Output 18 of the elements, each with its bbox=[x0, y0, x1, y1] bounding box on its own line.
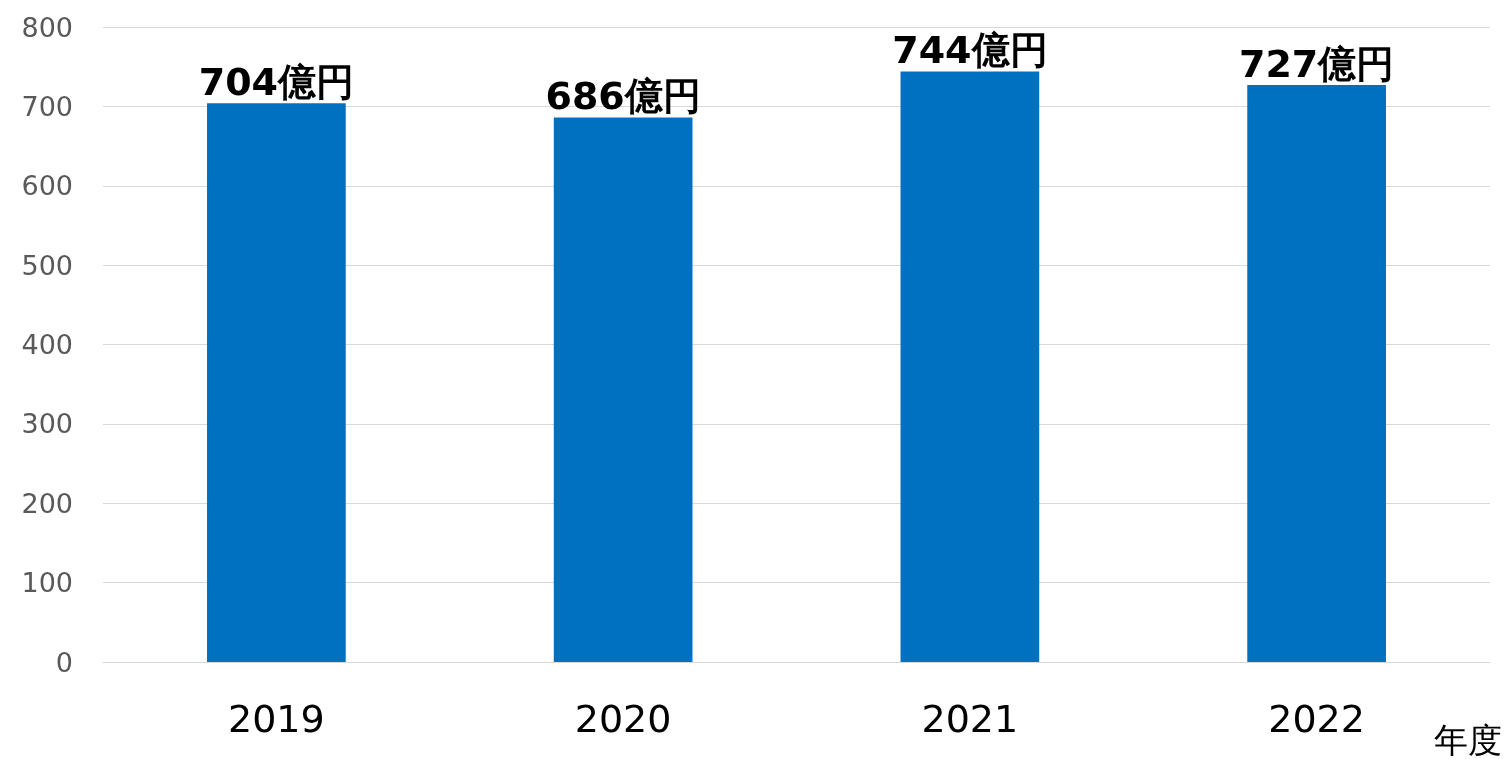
data-label: 727億円 bbox=[1238, 41, 1395, 86]
x-axis-title: 年度 bbox=[1434, 720, 1502, 759]
y-tick-label: 100 bbox=[21, 567, 73, 599]
y-tick-label: 700 bbox=[21, 90, 73, 122]
x-tick-label: 2020 bbox=[574, 697, 672, 741]
data-label: 704億円 bbox=[198, 60, 355, 105]
x-tick-label: 2022 bbox=[1268, 697, 1365, 741]
y-tick-label: 300 bbox=[21, 408, 73, 440]
x-tick-label: 2019 bbox=[228, 697, 325, 741]
y-tick-label: 0 bbox=[55, 646, 73, 678]
x-tick-label: 2021 bbox=[921, 697, 1019, 741]
data-label: 686億円 bbox=[545, 74, 701, 119]
y-tick-label: 800 bbox=[21, 11, 73, 43]
y-tick-label: 500 bbox=[21, 249, 73, 281]
y-tick-label: 600 bbox=[21, 170, 73, 202]
y-tick-label: 200 bbox=[21, 487, 73, 519]
data-label: 744億円 bbox=[892, 28, 1048, 73]
y-tick-label: 400 bbox=[21, 329, 73, 360]
